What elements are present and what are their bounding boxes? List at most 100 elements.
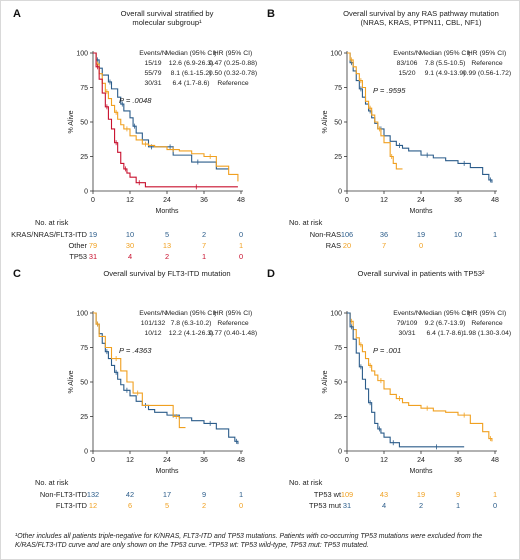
stats-cell: Reference: [471, 60, 503, 67]
risk-value: 9: [202, 490, 206, 499]
risk-value: 5: [165, 501, 169, 510]
risk-value: 0: [419, 241, 423, 250]
x-tick-label: 24: [163, 457, 171, 464]
stats-header: Events/N: [139, 310, 167, 317]
stats-header: Median (95% CI): [420, 310, 471, 317]
risk-value: 2: [202, 501, 206, 510]
y-tick-label: 0: [84, 449, 88, 456]
x-tick-label: 48: [237, 197, 245, 204]
risk-row-label: Non-RAS: [310, 230, 341, 239]
risk-row-label: RAS: [326, 241, 341, 250]
y-tick-label: 75: [334, 345, 342, 352]
stats-cell: 6.4 (1.7-8.6): [426, 330, 463, 337]
panel-label: C: [13, 268, 21, 280]
x-tick-label: 0: [91, 197, 95, 204]
y-tick-label: 0: [338, 189, 342, 196]
risk-value: 0: [239, 501, 243, 510]
figure-canvas: A Overall survival stratified bymolecular…: [11, 8, 511, 510]
series-line: [93, 52, 229, 170]
stats-cell: 7.8 (6.3-10.2): [171, 320, 212, 327]
figure-footnote: ¹Other includes all patients triple-nega…: [15, 533, 483, 549]
risk-value: 4: [382, 501, 386, 510]
risk-table-header: No. at risk: [289, 218, 323, 227]
risk-value: 31: [89, 252, 97, 261]
risk-value: 6: [128, 501, 132, 510]
risk-value: 2: [165, 252, 169, 261]
series-line: [93, 312, 239, 445]
series-line: [347, 312, 493, 442]
p-value: P = .4363: [119, 346, 152, 355]
stats-cell: 30/31: [144, 80, 161, 87]
stats-cell: 101/132: [141, 320, 166, 327]
stats-cell: Reference: [217, 80, 249, 87]
stats-cell: 6.4 (1.7-8.6): [172, 80, 209, 87]
risk-value: 0: [239, 252, 243, 261]
stats-cell: 0.47 (0.25-0.88): [209, 60, 257, 67]
risk-value: 109: [341, 490, 353, 499]
x-tick-label: 24: [163, 197, 171, 204]
risk-row-label: Other: [69, 241, 88, 250]
stats-header: HR (95% CI): [468, 310, 507, 317]
x-axis-label: Months: [410, 208, 433, 215]
x-tick-label: 36: [200, 197, 208, 204]
stats-cell: 9.2 (6.7-13.9): [425, 320, 466, 327]
risk-value: 20: [343, 241, 351, 250]
stats-cell: 83/106: [397, 60, 418, 67]
p-value: P = .001: [373, 346, 401, 355]
risk-value: 43: [380, 490, 388, 499]
risk-value: 19: [89, 230, 97, 239]
y-axis-label: % Alive: [322, 370, 329, 393]
stats-header: Events/N: [393, 310, 421, 317]
stats-cell: 15/19: [144, 60, 161, 67]
stats-cell: 10/12: [144, 330, 161, 337]
risk-value: 7: [382, 241, 386, 250]
risk-value: 10: [126, 230, 134, 239]
y-axis-label: % Alive: [322, 110, 329, 133]
risk-row-label: FLT3-ITD: [56, 501, 87, 510]
x-tick-label: 12: [380, 457, 388, 464]
stats-cell: 79/109: [397, 320, 418, 327]
stats-cell: 0.99 (0.56-1.72): [463, 70, 511, 77]
panel-label: A: [13, 8, 21, 20]
panel-b: B Overall survival by any RAS pathway mut…: [267, 8, 511, 250]
x-tick-label: 36: [454, 197, 462, 204]
chart-title: (NRAS, KRAS, PTPN11, CBL, NF1): [361, 18, 482, 27]
stats-cell: Reference: [471, 320, 503, 327]
risk-value: 1: [239, 241, 243, 250]
p-value: P = .0048: [119, 96, 152, 105]
y-tick-label: 100: [330, 311, 342, 318]
risk-row-label: Non-FLT3-ITD: [40, 490, 87, 499]
stats-cell: 12.6 (6.9-26.3): [169, 60, 214, 67]
risk-value: 7: [202, 241, 206, 250]
risk-value: 12: [89, 501, 97, 510]
x-tick-label: 24: [417, 457, 425, 464]
x-tick-label: 36: [200, 457, 208, 464]
p-value: P = .9595: [373, 86, 406, 95]
series-line: [93, 52, 238, 188]
y-axis-label: % Alive: [68, 110, 75, 133]
panel-c: C Overall survival by FLT3-ITD mutation 0 2…: [13, 268, 257, 510]
x-tick-label: 0: [345, 457, 349, 464]
y-tick-label: 75: [80, 345, 88, 352]
x-tick-label: 36: [454, 457, 462, 464]
risk-value: 1: [493, 490, 497, 499]
x-tick-label: 12: [126, 457, 134, 464]
x-tick-label: 48: [491, 457, 499, 464]
stats-cell: 9.1 (4.9-13.9): [425, 70, 466, 77]
risk-value: 0: [493, 501, 497, 510]
x-axis-label: Months: [156, 468, 179, 475]
risk-value: 19: [417, 230, 425, 239]
risk-value: 10: [454, 230, 462, 239]
stats-cell: 12.2 (4.1-26.3): [169, 330, 214, 337]
y-tick-label: 100: [330, 51, 342, 58]
risk-value: 30: [126, 241, 134, 250]
x-axis-label: Months: [156, 208, 179, 215]
risk-table-header: No. at risk: [35, 218, 69, 227]
y-tick-label: 50: [80, 120, 88, 127]
y-tick-label: 50: [80, 380, 88, 387]
panel-label: B: [267, 8, 275, 20]
stats-cell: 8.1 (6.1-15.2): [171, 70, 212, 77]
stats-header: Events/N: [139, 50, 167, 57]
x-tick-label: 0: [91, 457, 95, 464]
